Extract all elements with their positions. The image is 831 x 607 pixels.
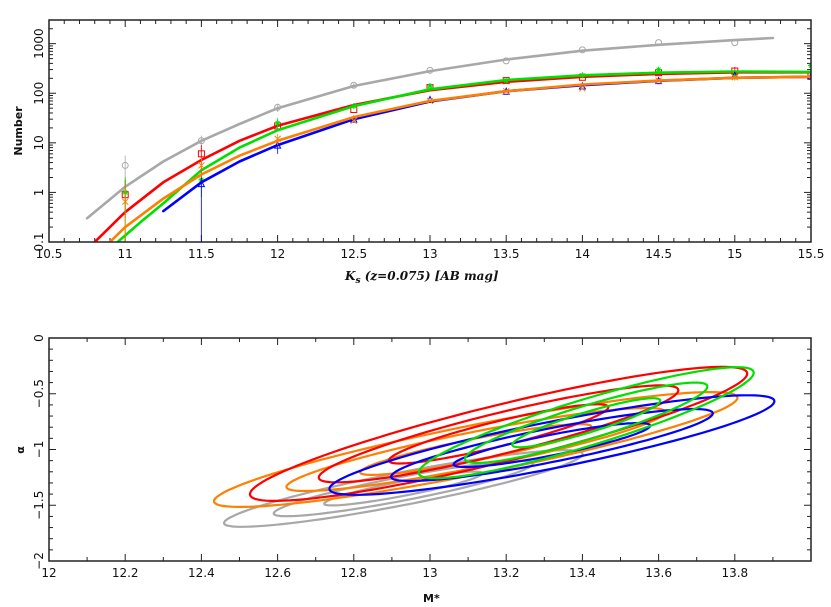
data-point-star xyxy=(350,103,357,110)
x-tick-label: 13.8 xyxy=(721,566,748,580)
contour-series-2-level-1 xyxy=(317,384,680,484)
y-tick-label: −2 xyxy=(32,552,46,570)
data-point-circle xyxy=(350,81,358,89)
x-tick-label: 14 xyxy=(575,247,590,261)
data-point-cross xyxy=(198,162,205,169)
x-tick-label: 12.2 xyxy=(112,566,139,580)
x-tick-label: 13.5 xyxy=(493,247,520,261)
x-tick-label: 12 xyxy=(270,247,285,261)
data-point-cross xyxy=(579,85,586,92)
x-tick-label: 13.2 xyxy=(493,566,520,580)
top-y-axis-label: Number xyxy=(12,106,25,156)
data-point-circle xyxy=(274,103,282,111)
data-point-cross xyxy=(274,135,281,143)
contour-series-1-level-1 xyxy=(285,406,667,493)
contour-series-3-level-0 xyxy=(452,422,652,469)
contour-series-3-level-1 xyxy=(389,407,714,483)
fit-curve-series-0 xyxy=(85,36,775,220)
data-point-star xyxy=(427,82,433,89)
y-tick-label: 1 xyxy=(32,189,46,197)
contour-series-1-level-2 xyxy=(212,391,739,508)
x-tick-label: 13 xyxy=(422,566,437,580)
x-tick-label: 15 xyxy=(727,247,742,261)
data-point-cross xyxy=(731,73,739,81)
x-tick-label: 12.4 xyxy=(188,566,215,580)
data-point-star xyxy=(274,120,281,127)
data-point-cross xyxy=(655,77,662,84)
x-tick-label: 12.8 xyxy=(340,566,367,580)
contour-series-3-level-2 xyxy=(328,394,776,496)
data-point-star xyxy=(503,77,510,84)
x-tick-label: 12.5 xyxy=(340,247,367,261)
x-tick-label: 13.6 xyxy=(645,566,672,580)
data-point-cross xyxy=(350,117,358,125)
data-point-circle xyxy=(655,39,663,47)
y-tick-label: 0.1 xyxy=(32,232,46,251)
y-tick-label: 10 xyxy=(32,135,46,150)
x-tick-label: 13 xyxy=(422,247,437,261)
data-point-square xyxy=(807,71,811,79)
y-tick-label: −1 xyxy=(32,441,46,459)
contour-series-4-level-0 xyxy=(511,397,662,449)
plot-frame xyxy=(48,337,812,562)
data-point-triangle xyxy=(273,140,282,149)
y-tick-label: −0.5 xyxy=(32,379,46,408)
top-x-axis-label: Ks (z=0.075) [AB mag] xyxy=(344,269,499,286)
contour-series-1-level-0 xyxy=(359,423,593,476)
x-tick-label: 15.5 xyxy=(798,247,825,261)
data-point-star xyxy=(731,72,738,79)
plot-area xyxy=(85,36,811,242)
y-tick-label: 100 xyxy=(32,82,46,105)
confidence-contours-plot: 12 12.2 12.4 12.6 12.8 13 13.2 13.4 13.6 13.8 0 −0.… xyxy=(32,334,812,580)
y-tick-label: −1.5 xyxy=(32,491,46,520)
data-point-star xyxy=(655,66,662,73)
x-tick-label: 11 xyxy=(118,247,133,261)
y-tick-label: 0 xyxy=(32,334,46,342)
contour-series-4-level-2 xyxy=(417,366,755,480)
data-point-cross xyxy=(121,198,129,206)
x-tick-label: 10.5 xyxy=(36,247,63,261)
contour-series-4-level-1 xyxy=(463,381,709,464)
fit-curve-series-4 xyxy=(108,75,811,242)
fit-curve-series-3 xyxy=(162,75,811,213)
data-point-circle xyxy=(121,161,129,169)
data-point-cross xyxy=(502,87,510,95)
data-point-circle xyxy=(502,57,510,65)
x-tick-label: 12.6 xyxy=(264,566,291,580)
data-point-cross xyxy=(426,97,434,105)
plot-frame xyxy=(48,19,812,243)
data-point-circle xyxy=(197,137,205,145)
data-point-circle xyxy=(578,46,586,54)
y-tick-label: 1000 xyxy=(32,28,46,59)
data-point-circle xyxy=(426,66,434,74)
contour-series-0-level-1 xyxy=(272,459,535,518)
x-tick-label: 13.4 xyxy=(569,566,596,580)
data-point-circle xyxy=(731,39,739,47)
data-point-star xyxy=(579,72,586,79)
bottom-y-axis-label: α xyxy=(14,446,27,454)
bottom-x-axis-label: M* xyxy=(423,592,440,605)
data-point-triangle xyxy=(197,179,206,188)
x-tick-label: 12 xyxy=(41,566,56,580)
x-tick-label: 14.5 xyxy=(645,247,672,261)
number-counts-plot: 10.5 11 11.5 12 12.5 13 13.5 14 14.5 15 15.5 0.1 1 10… xyxy=(32,19,825,261)
x-tick-label: 11.5 xyxy=(188,247,215,261)
data-point-square xyxy=(197,150,205,158)
